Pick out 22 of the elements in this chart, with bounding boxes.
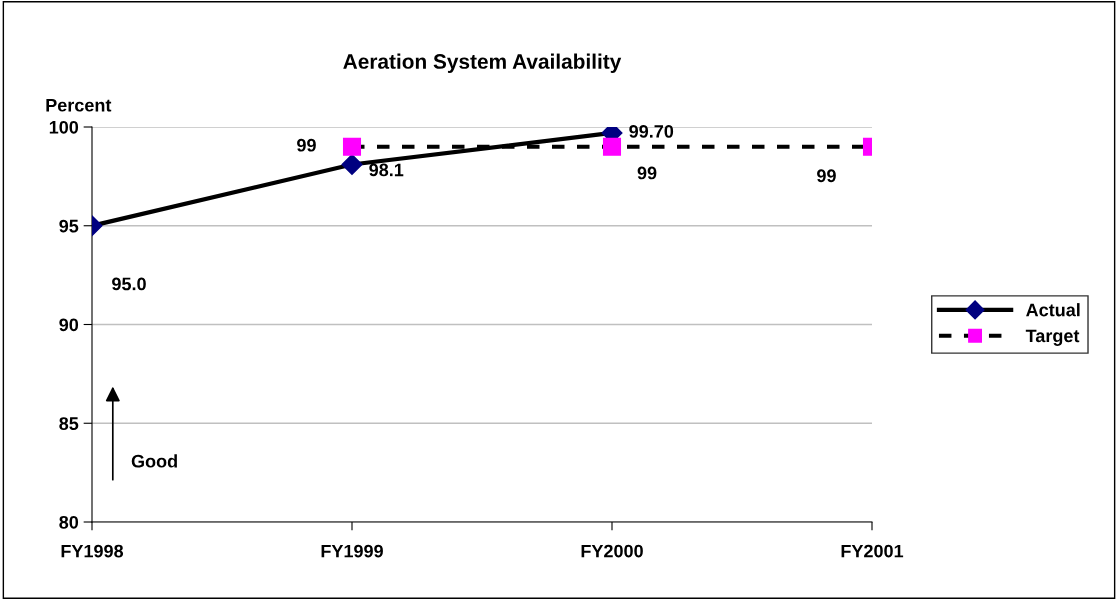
- data-label: 99: [637, 166, 657, 180]
- data-label: 99.70: [629, 124, 674, 138]
- data-label: 95.0: [112, 277, 146, 291]
- legend-label: Actual: [1026, 303, 1080, 317]
- y-tick-label: 85: [59, 417, 79, 430]
- x-tick-label: FY1999: [321, 544, 383, 558]
- point: [602, 137, 622, 156]
- y-tick-label: 90: [59, 318, 79, 332]
- point: [342, 137, 362, 156]
- x-tick-label: FY1998: [61, 544, 124, 558]
- data-label: 98.1: [369, 163, 404, 177]
- y-axis-title: Percent: [46, 98, 112, 112]
- x-tick-label: FY2000: [581, 544, 643, 558]
- data-label: 99: [297, 138, 316, 152]
- data-label: 99: [817, 169, 836, 183]
- y-tick-label: 95: [59, 219, 79, 233]
- y-tick-label: 100: [49, 120, 79, 134]
- x-tick-label: FY2001: [841, 544, 904, 558]
- legend-label: Target: [1025, 329, 1080, 346]
- chart-title: Aeration System Availability: [343, 53, 622, 73]
- annotation: Good: [131, 454, 177, 468]
- y-tick-label: 80: [59, 515, 79, 529]
